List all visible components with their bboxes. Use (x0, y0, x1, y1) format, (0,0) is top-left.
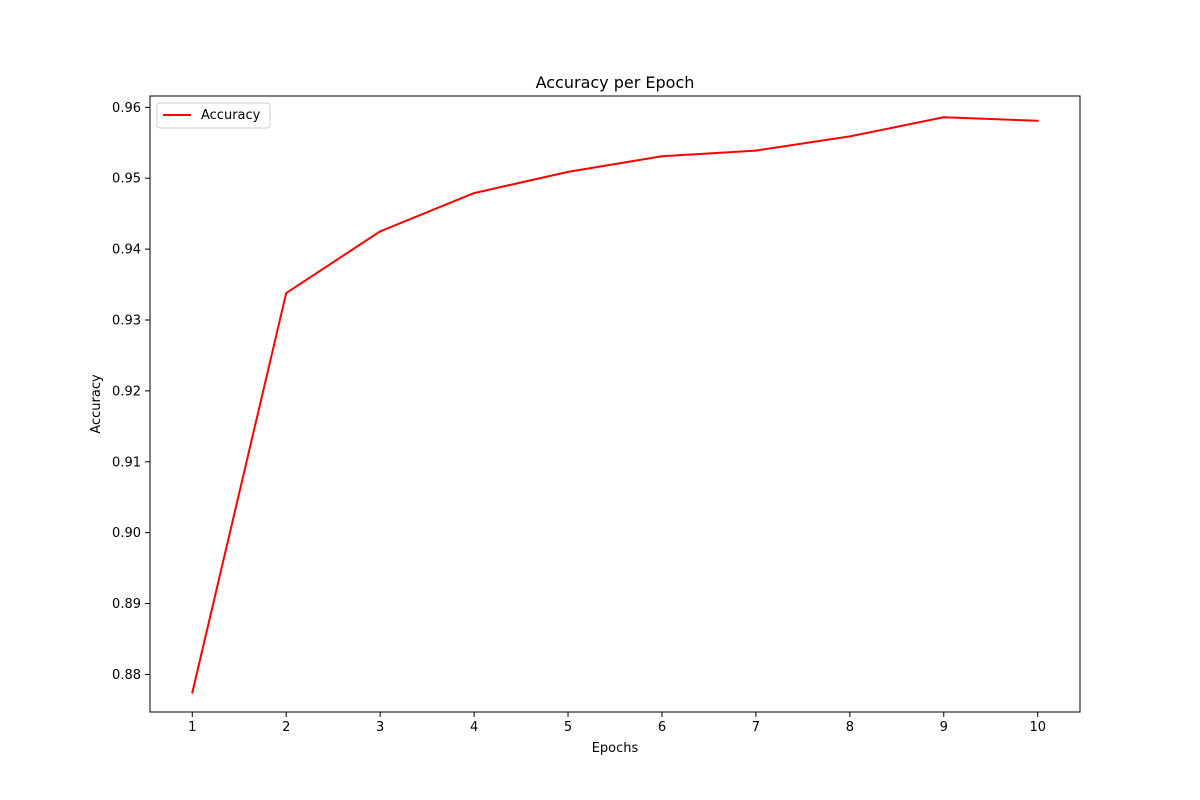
x-tick-label: 1 (188, 720, 196, 735)
y-tick-label: 0.95 (112, 172, 141, 187)
legend: Accuracy (156, 102, 271, 129)
x-tick-label: 3 (376, 720, 384, 735)
y-tick-label: 0.89 (112, 597, 141, 612)
data-point (379, 230, 382, 233)
x-tick-label: 6 (658, 720, 666, 735)
y-tick-label: 0.96 (112, 101, 141, 116)
x-axis-label: Epochs (592, 741, 639, 756)
y-tick-label: 0.88 (112, 668, 141, 683)
y-tick-label: 0.94 (112, 243, 141, 258)
y-tick-label: 0.92 (112, 384, 141, 399)
chart-title: Accuracy per Epoch (536, 73, 695, 92)
y-tick-label: 0.90 (112, 526, 141, 541)
x-axis: 1 2 3 4 5 6 7 8 9 10 (188, 712, 1046, 735)
y-axis-label: Accuracy (89, 374, 104, 434)
x-tick-label: 4 (470, 720, 478, 735)
legend-box (156, 102, 271, 129)
x-tick-label: 8 (846, 720, 854, 735)
data-point (942, 116, 945, 119)
data-point (660, 155, 663, 158)
x-tick-label: 2 (282, 720, 290, 735)
data-point (191, 691, 194, 694)
data-point (567, 170, 570, 173)
data-point (473, 192, 476, 195)
y-axis: 0.88 0.89 0.90 0.91 0.92 0.93 0.94 0.95 0.96 (112, 101, 150, 683)
series-layer (191, 116, 1039, 694)
plot-frame (149, 95, 1081, 713)
data-point (848, 135, 851, 138)
x-tick-label: 7 (752, 720, 760, 735)
y-tick-label: 0.93 (112, 314, 141, 329)
x-tick-label: 5 (564, 720, 572, 735)
data-point (285, 292, 288, 295)
x-tick-label: 10 (1029, 720, 1046, 735)
series-line-0 (191, 116, 1038, 694)
y-tick-label: 0.91 (112, 455, 141, 470)
legend-label: Accuracy (201, 108, 261, 123)
data-point (1036, 119, 1039, 122)
data-point (754, 149, 757, 152)
x-tick-label: 9 (940, 720, 948, 735)
plot-area (149, 95, 1081, 713)
